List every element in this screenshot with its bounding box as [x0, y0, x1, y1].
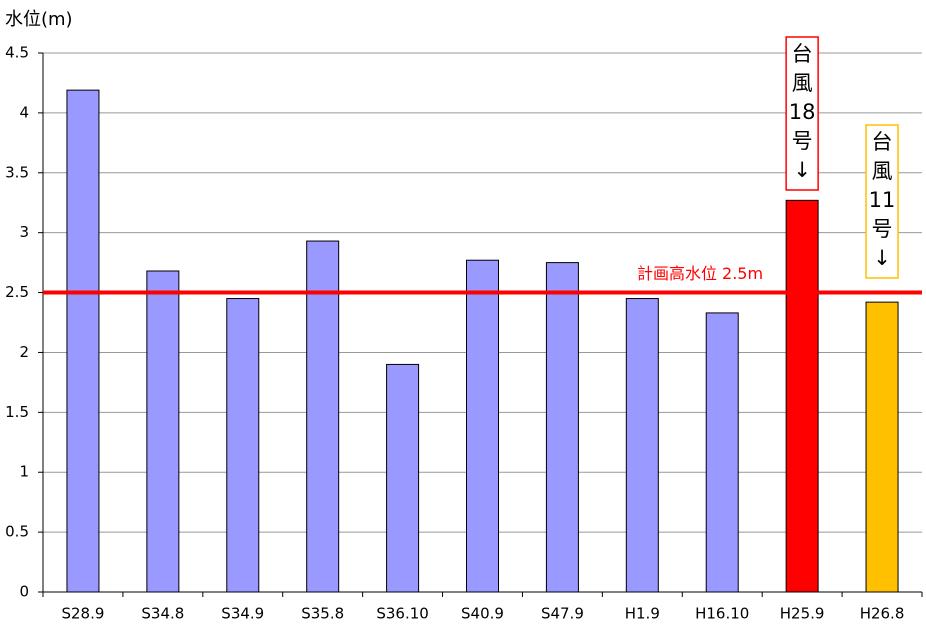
bar: [146, 270, 180, 593]
bar: [466, 259, 499, 593]
bar: [226, 298, 260, 593]
annotation-box: [785, 36, 819, 191]
annotation-text: 台: [792, 42, 813, 66]
x-tick-label: S47.9: [541, 605, 584, 623]
x-tick-label: S34.9: [221, 605, 264, 623]
annotation-text: 風: [872, 159, 893, 183]
bar: [306, 240, 340, 593]
x-tick-label: H1.9: [625, 605, 660, 623]
annotation-text: ↓: [793, 158, 811, 182]
bar: [865, 301, 899, 593]
y-tick-label: 0: [19, 583, 29, 601]
annotation-text: 号: [792, 129, 813, 153]
y-tick-label: 3: [19, 223, 29, 241]
annotation-text: 号: [872, 217, 893, 241]
annotation-text: 11: [869, 188, 896, 212]
reference-label: 計画高水位 2.5m: [637, 264, 763, 283]
y-tick-label: 2.5: [5, 283, 29, 301]
annotation-text: 風: [792, 71, 813, 95]
bar: [705, 312, 739, 593]
x-tick-label: S28.9: [61, 605, 104, 623]
bar: [386, 363, 420, 593]
y-tick-label: 4: [19, 103, 29, 121]
x-tick-label: S40.9: [461, 605, 504, 623]
x-tick-label: S35.8: [301, 605, 344, 623]
x-tick-label: S34.8: [141, 605, 184, 623]
annotation-box: [865, 124, 899, 279]
x-tick-label: S36.10: [376, 605, 428, 623]
bar: [625, 298, 659, 593]
y-tick-label: 3.5: [5, 163, 29, 181]
bar: [785, 199, 819, 593]
y-tick-label: 4.5: [5, 44, 29, 62]
bar: [545, 262, 579, 593]
x-tick-label: H26.8: [860, 605, 905, 623]
y-tick-label: 1: [19, 463, 29, 481]
y-tick-label: 0.5: [5, 523, 29, 541]
annotation-text: 18: [789, 100, 816, 124]
y-tick-label: 2: [19, 343, 29, 361]
bar: [66, 89, 100, 593]
annotation-text: 台: [872, 130, 893, 154]
annotation-text: ↓: [873, 246, 891, 270]
y-axis-label: 水位(m): [5, 9, 73, 30]
y-tick-label: 1.5: [5, 403, 29, 421]
x-tick-label: H16.10: [695, 605, 749, 623]
x-tick-label: H25.9: [780, 605, 825, 623]
